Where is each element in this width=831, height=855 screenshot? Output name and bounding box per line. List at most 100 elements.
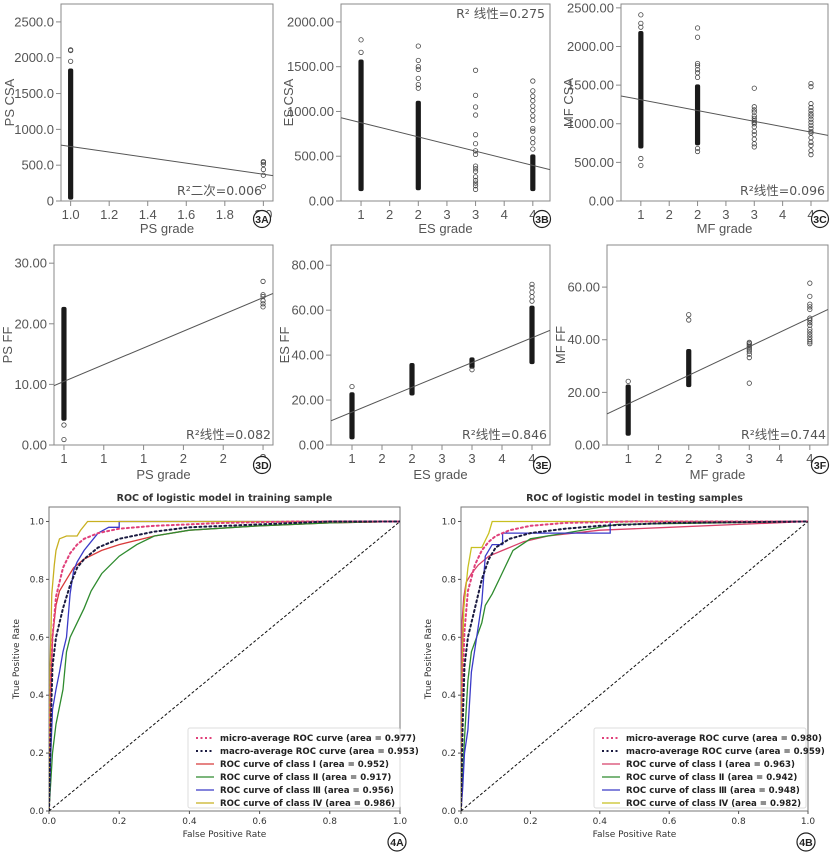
y-tick-label: 60.00 bbox=[291, 303, 324, 318]
x-tick-label: 3 bbox=[746, 451, 753, 466]
data-point bbox=[469, 367, 475, 373]
dense-point-column bbox=[529, 305, 535, 365]
data-point bbox=[808, 119, 814, 125]
data-point bbox=[260, 172, 266, 178]
y-tick-label: 0.00 bbox=[22, 438, 47, 453]
x-tick-label: 1 bbox=[100, 451, 107, 466]
data-point bbox=[415, 64, 421, 70]
data-point bbox=[694, 34, 701, 40]
y-tick-label: 0.8 bbox=[442, 575, 457, 585]
x-tick-label: 0.4 bbox=[182, 817, 197, 827]
scatter-panel-3b: 0.00 500.00 1000.00 1500.00 2000.00 1 2 2 3 3 4 4 ES… bbox=[281, 3, 552, 236]
y-axis-label: MF FF bbox=[553, 326, 568, 364]
x-tick-label: 2 bbox=[415, 207, 422, 222]
dense-point-column bbox=[530, 154, 536, 192]
y-axis-label: ES FF bbox=[277, 327, 292, 364]
x-tick-label: 1.8 bbox=[216, 207, 234, 222]
x-tick-label: 1 bbox=[60, 451, 67, 466]
panel-badge: 3C bbox=[813, 214, 827, 226]
x-tick-label: 3 bbox=[715, 451, 722, 466]
y-tick-label: 20.00 bbox=[291, 393, 324, 408]
data-point bbox=[808, 113, 814, 119]
scatter-panel-3f: 0.00 20.00 40.00 60.00 1 2 2 3 3 4 4 MF grade MF FF R… bbox=[553, 244, 830, 482]
data-point bbox=[807, 280, 813, 286]
panel-badge-circle bbox=[252, 455, 272, 475]
x-tick-label: 4 bbox=[529, 207, 536, 222]
data-points bbox=[607, 280, 828, 436]
fit-line bbox=[54, 293, 273, 387]
y-axis-label: True Positive Rate bbox=[12, 618, 22, 700]
data-point bbox=[807, 326, 813, 332]
data-point bbox=[530, 128, 536, 134]
data-point bbox=[472, 168, 479, 175]
y-tick-label: 1.0 bbox=[30, 517, 45, 527]
dense-point-column bbox=[68, 68, 74, 200]
panel-badge-circle bbox=[810, 209, 830, 229]
data-point bbox=[808, 116, 814, 122]
x-tick-label: 1 bbox=[140, 451, 147, 466]
data-point bbox=[808, 104, 814, 111]
x-tick-label: 2 bbox=[655, 451, 662, 466]
legend-entry: ROC curve of class Ⅳ (area = 0.986) bbox=[220, 799, 395, 809]
data-point bbox=[807, 293, 813, 299]
y-tick-label: 1000.00 bbox=[567, 116, 614, 131]
x-tick-label: 2 bbox=[666, 207, 673, 222]
data-point bbox=[751, 109, 757, 115]
panel-badge: 3F bbox=[814, 460, 827, 472]
x-tick-label: 0.0 bbox=[42, 817, 57, 827]
y-tick-label: 500.00 bbox=[294, 149, 334, 164]
dense-point-column bbox=[686, 348, 692, 388]
data-point bbox=[530, 125, 536, 132]
dense-point-column bbox=[358, 59, 364, 192]
data-point bbox=[807, 341, 813, 347]
plot-frame bbox=[620, 3, 829, 202]
data-point bbox=[472, 174, 479, 180]
x-axis-label: ES grade bbox=[418, 221, 472, 236]
x-tick-label: 3 bbox=[751, 207, 758, 222]
data-point bbox=[686, 317, 692, 323]
y-axis-label: MF CSA bbox=[561, 78, 576, 127]
x-tick-label: 4 bbox=[528, 451, 535, 466]
legend-entry: ROC curve of class Ⅳ (area = 0.982) bbox=[626, 799, 801, 809]
data-point bbox=[808, 84, 814, 90]
data-point bbox=[694, 67, 701, 73]
x-axis-label: PS grade bbox=[140, 221, 194, 236]
x-tick-label: 1.2 bbox=[100, 207, 118, 222]
x-tick-label: 1.6 bbox=[177, 207, 195, 222]
data-point bbox=[808, 122, 814, 128]
data-point bbox=[746, 339, 752, 345]
data-point bbox=[625, 378, 631, 384]
data-point bbox=[694, 148, 701, 155]
y-tick-label: 1000.00 bbox=[287, 104, 334, 119]
x-tick-label: 2 bbox=[386, 207, 393, 222]
data-point bbox=[472, 166, 479, 172]
plot-frame bbox=[606, 244, 829, 446]
y-tick-label: 0.2 bbox=[442, 749, 456, 759]
data-point bbox=[808, 152, 814, 158]
y-tick-label: 0.00 bbox=[589, 194, 614, 209]
data-points bbox=[54, 278, 273, 443]
legend-entry: ROC curve of class Ⅰ (area = 0.963) bbox=[626, 760, 795, 770]
data-point bbox=[68, 47, 74, 53]
legend-entry: micro-average ROC curve (area = 0.980) bbox=[626, 734, 822, 744]
data-point bbox=[638, 162, 644, 169]
x-tick-label: 1.0 bbox=[62, 207, 80, 222]
data-point bbox=[472, 141, 479, 147]
data-point bbox=[746, 348, 752, 355]
x-tick-label: 0.6 bbox=[662, 817, 677, 827]
r-squared-annotation: R² 线性=0.275 bbox=[456, 6, 545, 21]
legend-entry: ROC curve of class Ⅰ (area = 0.952) bbox=[220, 760, 389, 770]
data-points bbox=[331, 281, 550, 440]
data-point bbox=[472, 180, 479, 186]
data-points bbox=[61, 47, 273, 200]
data-points bbox=[341, 37, 550, 192]
data-point bbox=[751, 107, 757, 113]
x-tick-label: 0.2 bbox=[112, 817, 126, 827]
y-tick-label: 1000.0 bbox=[14, 122, 54, 137]
scatter-panel-3e: 0.00 20.00 40.00 60.00 80.00 1 2 2 3 3 4 4 ES grade E… bbox=[277, 244, 552, 482]
panel-badge-circle bbox=[796, 832, 816, 852]
data-point bbox=[260, 301, 266, 307]
roc-curves bbox=[49, 520, 400, 811]
plot-frame bbox=[330, 244, 551, 446]
